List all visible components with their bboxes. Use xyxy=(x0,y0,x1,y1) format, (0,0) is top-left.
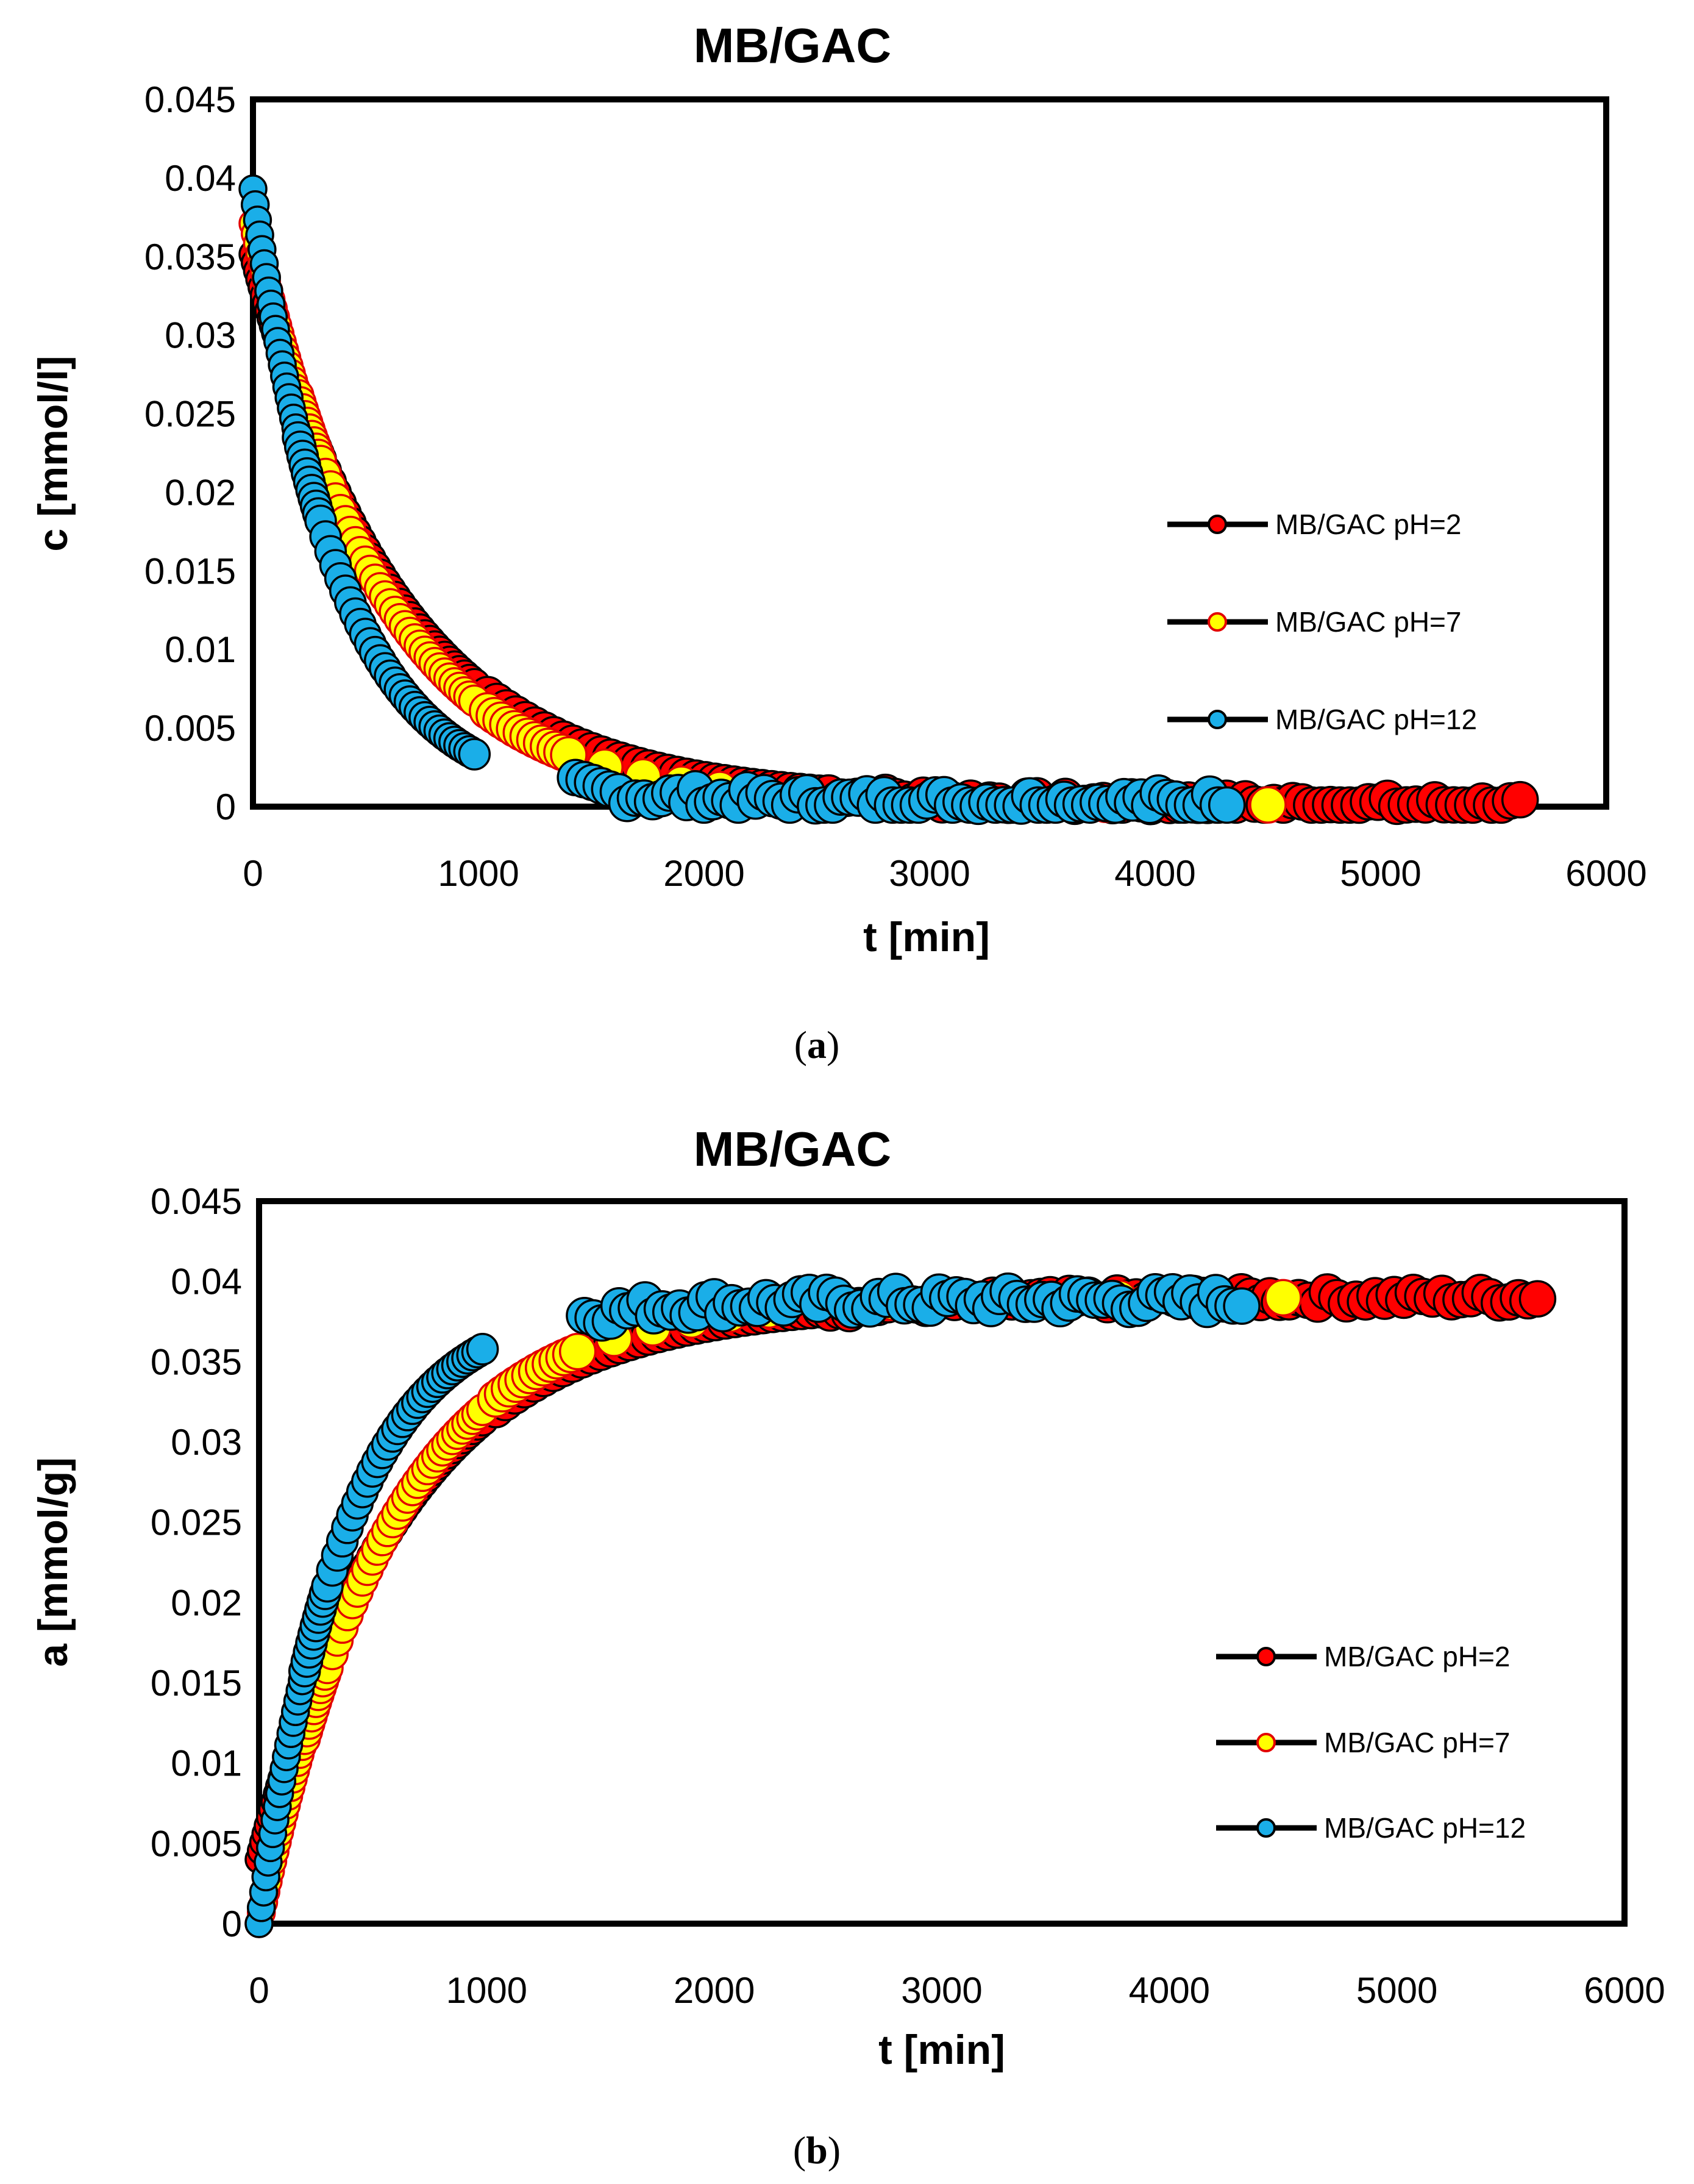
x-tick-label: 3000 xyxy=(889,853,970,894)
y-tick-label: 0.01 xyxy=(165,629,236,670)
legend-marker xyxy=(1256,1733,1276,1752)
x-tick-label: 4000 xyxy=(1114,853,1195,894)
legend-label: MB/GAC pH=7 xyxy=(1275,606,1462,638)
data-point xyxy=(466,1333,499,1366)
x-axis-ticks: 0 1000 2000 3000 4000 5000 6000 xyxy=(243,853,1646,894)
data-point xyxy=(1249,786,1287,824)
x-axis-label: t [min] xyxy=(878,2027,1005,2073)
x-tick-label: 0 xyxy=(249,1970,269,2011)
legend-marker xyxy=(1208,515,1227,534)
data-point xyxy=(1518,1280,1557,1318)
y-axis-ticks: 0 0.005 0.01 0.015 0.02 0.025 0.03 0.035 0.04 0.0… xyxy=(151,1181,242,1944)
x-tick-label: 6000 xyxy=(1584,1970,1665,2011)
y-axis-label: a [mmol/g] xyxy=(30,1457,76,1667)
legend-item-ph2: MB/GAC pH=2 xyxy=(1216,1641,1511,1672)
data-points xyxy=(238,174,1539,826)
y-tick-label: 0 xyxy=(216,787,236,827)
x-tick-label: 5000 xyxy=(1340,853,1421,894)
legend: MB/GAC pH=2 MB/GAC pH=7 MB/GAC pH=12 xyxy=(1216,1641,1526,1844)
y-tick-label: 0.005 xyxy=(151,1823,242,1864)
x-tick-label: 6000 xyxy=(1565,853,1646,894)
y-tick-label: 0.025 xyxy=(144,394,236,435)
y-tick-label: 0.045 xyxy=(144,79,236,120)
chart-title: MB/GAC xyxy=(694,18,891,73)
x-tick-label: 3000 xyxy=(901,1970,982,2011)
x-axis-ticks: 0 1000 2000 3000 4000 5000 6000 xyxy=(249,1970,1665,2011)
legend-item-ph12: MB/GAC pH=12 xyxy=(1216,1812,1526,1844)
data-points xyxy=(244,1272,1557,1938)
legend-item-ph7: MB/GAC pH=7 xyxy=(1167,606,1462,638)
y-tick-label: 0.045 xyxy=(151,1181,242,1222)
y-tick-label: 0 xyxy=(222,1904,242,1944)
legend-label: MB/GAC pH=12 xyxy=(1324,1812,1526,1844)
y-tick-label: 0.03 xyxy=(171,1422,242,1463)
y-tick-label: 0.03 xyxy=(165,315,236,356)
x-tick-label: 1000 xyxy=(446,1970,527,2011)
x-tick-label: 0 xyxy=(243,853,263,894)
y-tick-label: 0.01 xyxy=(171,1743,242,1784)
series-mb-gac-ph-12 xyxy=(244,1272,1261,1938)
chart-panel-b: MB/GAC 0 0.005 0.01 0.015 0.02 0.025 0.03 0.035… xyxy=(30,1122,1665,2172)
legend-marker xyxy=(1256,1647,1276,1666)
y-tick-label: 0.015 xyxy=(144,551,236,591)
data-point xyxy=(1223,1287,1261,1325)
y-tick-label: 0.035 xyxy=(151,1341,242,1382)
y-axis-label: c [mmol/l] xyxy=(30,355,76,551)
x-tick-label: 2000 xyxy=(674,1970,755,2011)
x-tick-label: 5000 xyxy=(1356,1970,1437,2011)
y-tick-label: 0.02 xyxy=(165,472,236,513)
y-tick-label: 0.015 xyxy=(151,1663,242,1704)
legend-label: MB/GAC pH=12 xyxy=(1275,704,1477,735)
legend-item-ph2: MB/GAC pH=2 xyxy=(1167,509,1462,540)
y-tick-label: 0.005 xyxy=(144,708,236,749)
series-mb-gac-ph-12 xyxy=(238,174,1246,826)
legend-label: MB/GAC pH=2 xyxy=(1275,509,1462,540)
legend-label: MB/GAC pH=2 xyxy=(1324,1641,1511,1672)
y-tick-label: 0.02 xyxy=(171,1582,242,1623)
x-tick-label: 2000 xyxy=(663,853,744,894)
data-point xyxy=(1264,1279,1302,1317)
x-axis-label: t [min] xyxy=(863,914,990,960)
x-tick-label: 4000 xyxy=(1129,1970,1210,2011)
chart-title: MB/GAC xyxy=(694,1122,891,1176)
legend-marker xyxy=(1256,1818,1276,1838)
data-point xyxy=(558,1332,597,1371)
chart-panel-a: MB/GAC 0 0.005 0.01 0.015 0.02 0.025 0.03 0.035… xyxy=(30,18,1647,1066)
y-tick-label: 0.025 xyxy=(151,1502,242,1543)
legend-label: MB/GAC pH=7 xyxy=(1324,1727,1511,1758)
y-tick-label: 0.035 xyxy=(144,237,236,277)
data-point xyxy=(1501,780,1539,819)
y-axis-ticks: 0 0.005 0.01 0.015 0.02 0.025 0.03 0.035 0.04 0.0… xyxy=(144,79,236,827)
legend-marker xyxy=(1208,710,1227,729)
panel-caption-b: (b) xyxy=(793,2129,841,2172)
legend: MB/GAC pH=2 MB/GAC pH=7 MB/GAC pH=12 xyxy=(1167,509,1477,735)
y-tick-label: 0.04 xyxy=(165,158,236,199)
legend-item-ph7: MB/GAC pH=7 xyxy=(1216,1727,1511,1758)
y-tick-label: 0.04 xyxy=(171,1262,242,1302)
data-point xyxy=(458,738,491,771)
data-point xyxy=(1208,786,1246,824)
x-tick-label: 1000 xyxy=(438,853,519,894)
legend-item-ph12: MB/GAC pH=12 xyxy=(1167,704,1477,735)
legend-marker xyxy=(1208,612,1227,632)
panel-caption-a: (a) xyxy=(794,1023,840,1066)
